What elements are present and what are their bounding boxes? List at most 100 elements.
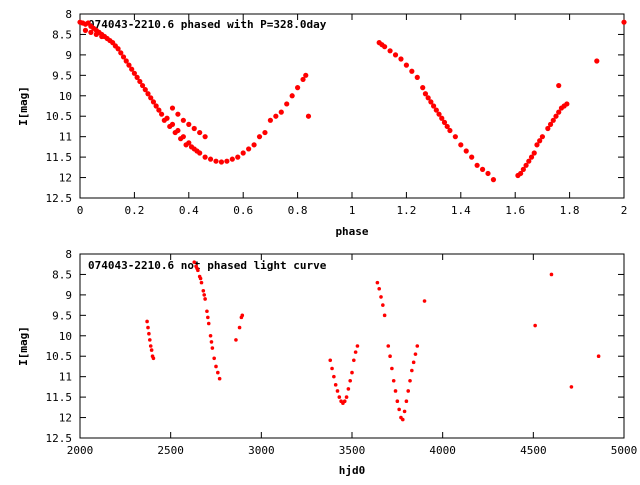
data-point	[120, 54, 127, 60]
data-point	[88, 29, 94, 35]
data-point	[422, 299, 427, 303]
data-point	[145, 319, 149, 324]
data-point	[123, 58, 129, 64]
data-point	[549, 272, 554, 277]
data-point	[118, 50, 124, 56]
data-point	[167, 123, 173, 130]
unphased-x-ticks: 2000 2500 3000 3500 4000 4500 5000	[67, 254, 637, 457]
data-point	[194, 148, 200, 154]
data-point	[393, 389, 398, 393]
x-tick-label: 1.8	[560, 204, 580, 217]
data-point	[333, 383, 338, 387]
data-point	[332, 374, 336, 379]
data-point	[218, 159, 225, 165]
data-point	[348, 378, 352, 383]
data-point	[414, 74, 420, 80]
x-tick-label: 4000	[429, 444, 456, 457]
data-point	[172, 129, 178, 136]
data-point	[148, 338, 152, 342]
y-tick-label: 12	[59, 412, 72, 425]
y-tick-label: 11	[59, 131, 72, 144]
data-point	[235, 154, 241, 160]
data-point	[413, 352, 418, 356]
data-point	[528, 154, 535, 160]
data-point	[344, 395, 349, 399]
data-point	[408, 378, 412, 383]
data-point	[402, 409, 407, 414]
data-point	[534, 142, 540, 148]
data-point	[192, 260, 197, 264]
x-tick-label: 0.6	[233, 204, 253, 217]
data-point	[523, 162, 529, 168]
data-point	[139, 82, 146, 89]
data-point	[537, 138, 543, 144]
y-tick-label: 10	[59, 90, 72, 103]
data-point	[375, 280, 380, 285]
unphased-x-axis-label: hjd0	[339, 464, 366, 477]
data-point	[526, 158, 532, 164]
y-tick-label: 12.5	[46, 432, 73, 445]
x-tick-label: 2000	[67, 444, 94, 457]
data-point	[169, 105, 176, 111]
data-point	[151, 356, 156, 361]
data-point	[273, 113, 279, 119]
phased-data-points	[77, 19, 627, 183]
y-tick-label: 12	[59, 172, 72, 185]
data-point	[195, 266, 199, 271]
data-point	[303, 72, 309, 78]
data-point	[447, 127, 453, 134]
phased-plot-frame	[79, 13, 625, 199]
data-point	[180, 117, 186, 123]
data-point	[433, 107, 439, 113]
data-point	[142, 87, 148, 93]
y-tick-label: 8.5	[52, 268, 72, 281]
data-point	[240, 150, 246, 156]
data-point	[206, 321, 211, 326]
data-point	[436, 111, 442, 117]
data-point	[82, 27, 89, 33]
data-point	[550, 117, 556, 123]
data-point	[410, 368, 414, 373]
data-point	[594, 58, 600, 64]
data-point	[209, 340, 214, 344]
y-tick-label: 10.5	[46, 110, 73, 123]
data-point	[330, 366, 334, 371]
x-tick-label: 3000	[248, 444, 275, 457]
data-point	[395, 399, 400, 404]
data-point	[569, 385, 574, 389]
y-tick-label: 12.5	[46, 192, 73, 205]
data-point	[390, 366, 394, 371]
data-point	[256, 134, 263, 140]
data-point	[216, 370, 220, 375]
data-point	[479, 166, 486, 172]
data-point	[148, 344, 153, 348]
data-point	[262, 129, 268, 136]
data-point	[199, 280, 204, 285]
data-point	[425, 95, 431, 101]
data-point	[431, 103, 437, 109]
data-point	[147, 331, 151, 336]
data-point	[406, 389, 411, 393]
data-point	[352, 358, 356, 363]
data-point	[278, 109, 284, 115]
data-point	[284, 101, 290, 107]
data-point	[337, 395, 342, 399]
data-point	[212, 356, 216, 361]
data-point	[388, 354, 392, 359]
data-point	[420, 85, 426, 91]
y-tick-label: 9	[65, 289, 72, 302]
data-point	[469, 154, 475, 160]
phased-x-axis-label: phase	[335, 225, 368, 238]
data-point	[397, 407, 401, 412]
data-point	[186, 121, 192, 127]
y-tick-label: 8	[65, 248, 72, 261]
data-point	[300, 76, 306, 83]
data-point	[441, 119, 448, 125]
data-point	[490, 177, 497, 183]
data-point	[183, 142, 189, 148]
data-point	[553, 113, 559, 119]
x-tick-label: 2	[621, 204, 628, 217]
data-point	[126, 62, 132, 68]
x-tick-label: 1.4	[451, 204, 471, 217]
